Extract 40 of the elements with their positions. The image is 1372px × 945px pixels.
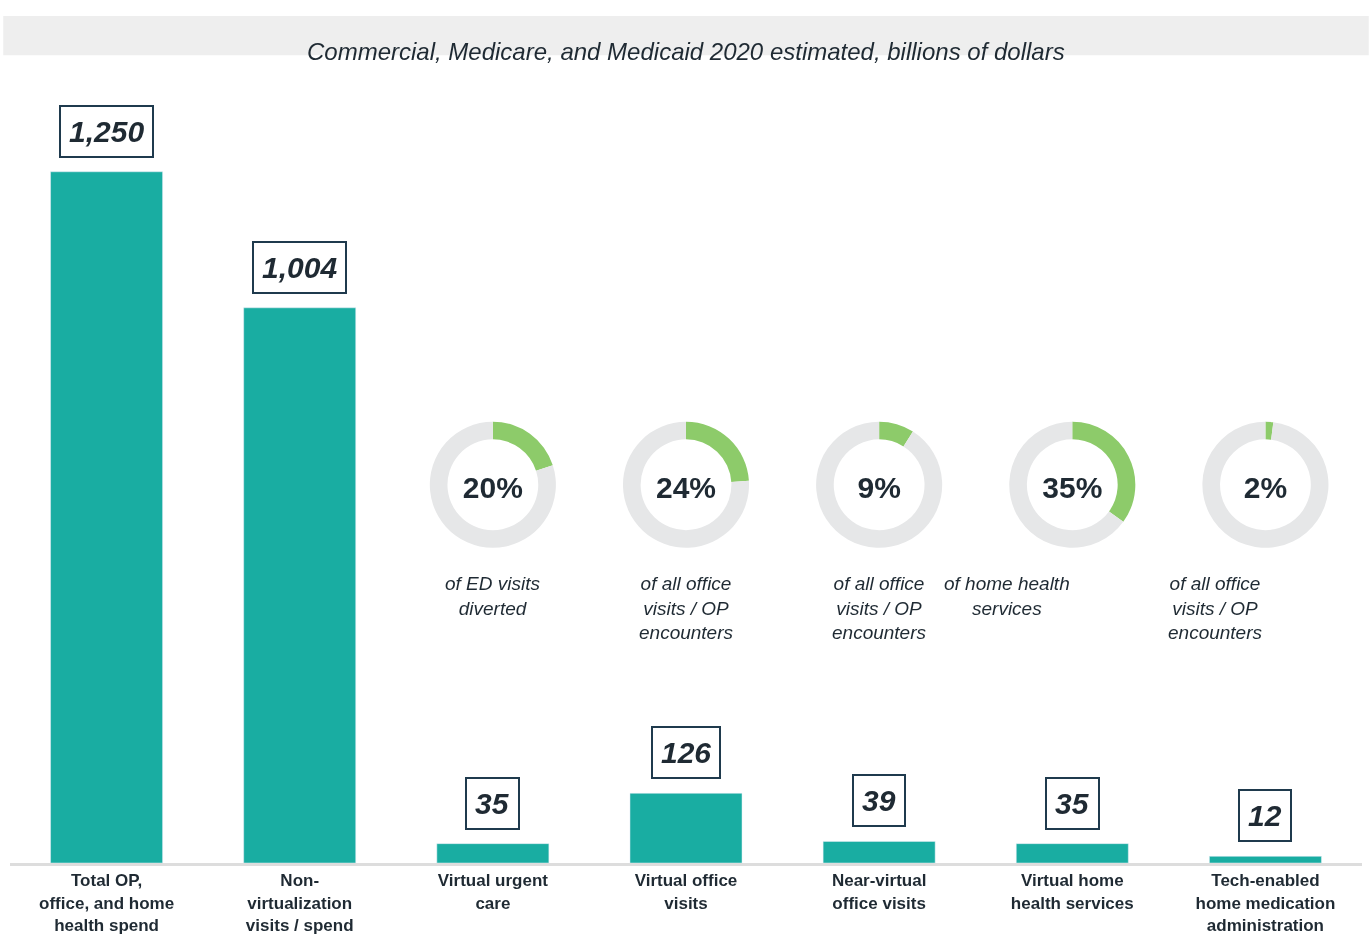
chart-title: Commercial, Medicare, and Medicaid 2020 estimated, billions of dollars [307,38,1065,65]
data-label: 35 [475,787,510,820]
x-tick-label: Virtual home health services [1010,871,1134,913]
data-label: 1,250 [69,115,145,148]
x-tick-label: Tech-enabled home medication administration [1195,871,1336,935]
x-tick-label: Total OP, office, and home health spend [39,871,175,935]
data-label: 126 [661,736,712,769]
text: 24% [655,471,717,505]
x-tick-label: Virtual urgent care [437,871,549,913]
donut-slice [1202,421,1329,548]
bar [50,171,163,863]
text: 2% [1243,471,1288,505]
text: of ED visits diverted [445,573,541,619]
data-label: 1,004 [262,251,338,284]
data-label: 35 [1055,787,1090,820]
bar [436,843,550,863]
bar [1209,856,1322,863]
donut-slice [429,421,556,548]
donut-slice [622,421,749,548]
text: 9% [857,471,901,505]
text: of all office visits / OP encounters [639,573,734,644]
donut-slice [816,421,943,548]
donut-slice [1265,421,1274,440]
data-label: 39 [862,784,896,817]
x-tick-label: Virtual office visits [634,871,738,913]
bar [1016,843,1129,863]
donut-slice [879,421,913,447]
x-tick-label: Near-virtual office visits [831,871,927,913]
donut-slice [1009,421,1124,548]
bar [822,841,936,863]
x-tick-label: Non-virtualization visits / spend [245,871,354,935]
text: 35% [1042,471,1103,505]
text: of home health services [944,573,1070,619]
text: 20% [462,471,523,505]
text: of all office visits / OP encounters [1168,573,1263,644]
donut-slice [492,421,553,471]
text: of all office visits / OP encounters [832,573,927,644]
bar [629,793,743,863]
bar [243,307,356,863]
data-label: 12 [1248,799,1282,832]
